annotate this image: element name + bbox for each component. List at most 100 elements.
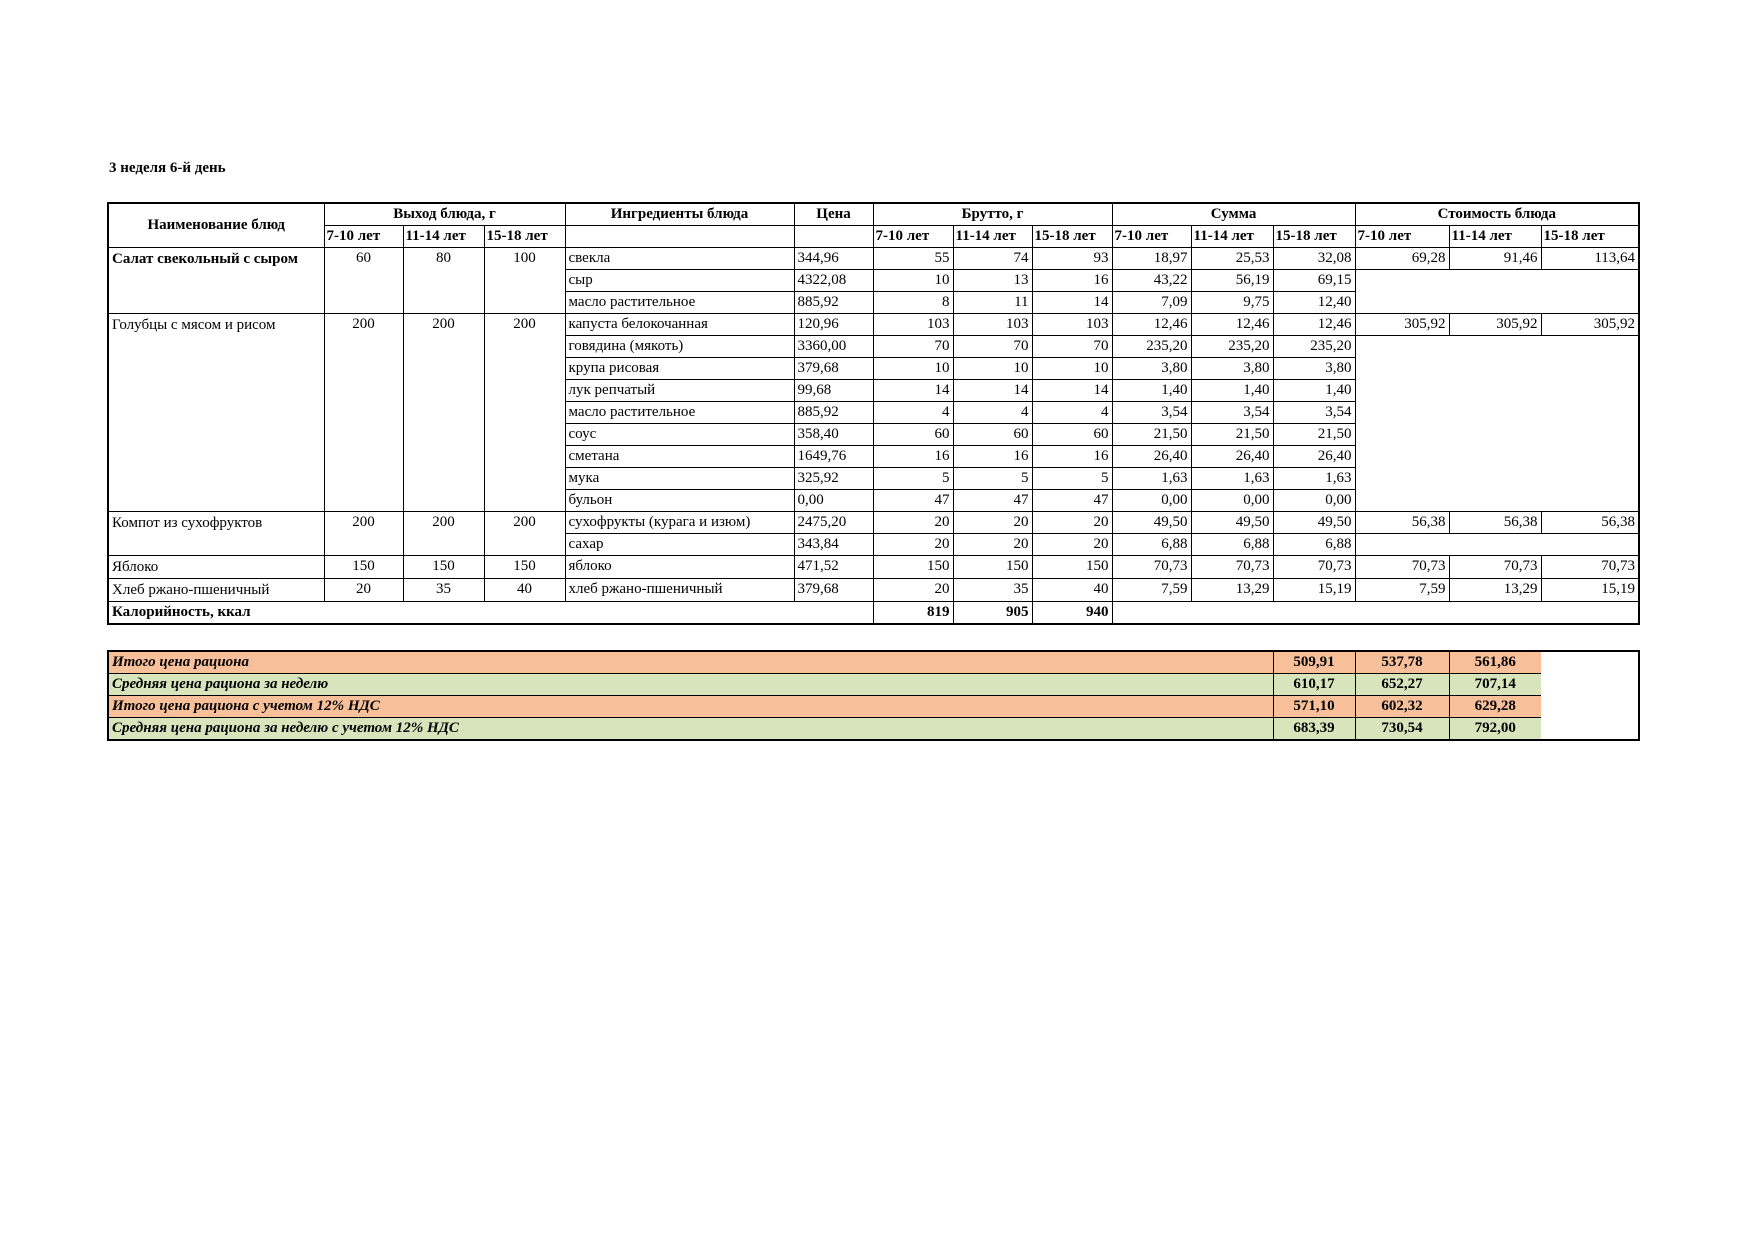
- ingredient-sum: 0,00: [1190, 489, 1274, 512]
- ingredient-price: 885,92: [793, 401, 874, 424]
- summary-row: Итого цена рациона с учетом 12% НДС 571,1…: [108, 695, 1639, 718]
- ingredient-name: крупа рисовая: [564, 357, 795, 380]
- ingredient-sum: 6,88: [1272, 533, 1356, 556]
- ingredient-sum: 43,22: [1111, 269, 1192, 292]
- ingredient-name: бульон: [564, 489, 795, 512]
- dish-yield: 150: [402, 555, 485, 579]
- summary-value: 602,32: [1354, 695, 1449, 718]
- dish-cost: 69,28: [1354, 247, 1450, 270]
- table-row: сахар 343,84 20 20 20 6,88 6,88 6,88: [108, 533, 1640, 556]
- summary-value: 652,27: [1354, 673, 1449, 696]
- ingredient-brutto: 103: [952, 313, 1033, 336]
- ingredient-sum: 0,00: [1111, 489, 1192, 512]
- ingredient-sum: 6,88: [1190, 533, 1274, 556]
- dish-cost: 70,73: [1540, 555, 1640, 579]
- header-cost-age: 15-18 лет: [1540, 225, 1640, 248]
- summary-value: 537,78: [1354, 650, 1449, 674]
- calories-row: Калорийность, ккал 819 905 940: [107, 601, 1640, 625]
- dish-cost: 13,29: [1448, 578, 1542, 602]
- dish-cost: 305,92: [1540, 313, 1640, 336]
- ingredient-sum: 21,50: [1272, 423, 1356, 446]
- dish-yield: 40: [483, 578, 566, 602]
- page-title: 3 неделя 6-й день: [109, 160, 226, 176]
- ingredient-brutto: 93: [1031, 247, 1113, 270]
- ingredient-name: сметана: [564, 445, 795, 468]
- ingredient-brutto: 14: [1031, 379, 1113, 402]
- dish-yield: 200: [323, 511, 404, 556]
- table-row: Голубцы с мясом и рисом 200 200 200 капуста …: [107, 313, 1640, 512]
- ingredient-brutto: 16: [872, 445, 954, 468]
- ingredient-sum: 70,73: [1272, 555, 1356, 579]
- ingredient-brutto: 103: [1031, 313, 1113, 336]
- dish-cost: 305,92: [1448, 313, 1542, 336]
- ingredient-name: лук репчатый: [564, 379, 795, 402]
- ingredient-brutto: 20: [1031, 533, 1113, 556]
- header-ingredients: Ингредиенты блюда: [564, 202, 795, 226]
- ingredient-price: 358,40: [793, 423, 874, 446]
- summary-table: Итого цена рациона 509,91 537,78 561,86 Сред…: [107, 650, 1640, 741]
- header-cost: Стоимость блюда: [1354, 202, 1640, 226]
- header-sum: Сумма: [1111, 202, 1356, 226]
- header-ingredients-blank: [564, 225, 795, 248]
- ingredient-brutto: 14: [872, 379, 954, 402]
- header-sum-age: 11-14 лет: [1190, 225, 1274, 248]
- ingredient-price: 471,52: [793, 555, 874, 579]
- ingredient-brutto: 10: [952, 357, 1033, 380]
- table-row: соус 358,40 60 60 60 21,50 21,50 21,50: [108, 423, 1639, 446]
- summary-value: 629,28: [1448, 695, 1541, 718]
- header-brutto-age: 11-14 лет: [952, 225, 1033, 248]
- ingredient-sum: 12,46: [1111, 313, 1192, 336]
- table-row: говядина (мякоть) 3360,00 70 70 70 235,20 235,…: [108, 335, 1640, 512]
- dish-yield: 200: [483, 511, 566, 556]
- header-row: Наименование блюд Выход блюда, г Ингреди…: [107, 202, 1640, 248]
- ingredient-sum: 1,40: [1272, 379, 1356, 402]
- ingredient-sum: 235,20: [1190, 335, 1274, 358]
- header-brutto: Брутто, г: [872, 202, 1113, 226]
- summary-label: Итого цена рациона: [108, 650, 1274, 674]
- dish-name: Салат свекольный с сыром: [107, 247, 325, 314]
- ingredient-brutto: 55: [872, 247, 954, 270]
- ingredient-brutto: 47: [1031, 489, 1113, 512]
- ingredient-sum: 3,54: [1190, 401, 1274, 424]
- ingredient-brutto: 60: [952, 423, 1033, 446]
- ingredient-name: сахар: [564, 533, 795, 556]
- dish-name: Яблоко: [107, 555, 325, 579]
- dish-yield: 150: [323, 555, 404, 579]
- ingredient-sum: 12,46: [1272, 313, 1356, 336]
- dish-cost-blank: [1354, 335, 1640, 512]
- header-yield: Выход блюда, г: [323, 202, 566, 226]
- ingredient-brutto: 47: [952, 489, 1033, 512]
- header-brutto-age: 7-10 лет: [872, 225, 954, 248]
- ingredient-brutto: 150: [1031, 555, 1113, 579]
- ingredient-sum: 1,63: [1190, 467, 1274, 490]
- ingredient-name: яблоко: [564, 555, 795, 579]
- ingredient-sum: 7,59: [1111, 578, 1192, 602]
- ingredient-brutto: 10: [1031, 357, 1113, 380]
- ingredient-brutto: 70: [872, 335, 954, 358]
- table-row: сыр 4322,08 10 13 16 43,22 56,19 69,15: [108, 269, 1640, 314]
- summary-row: Средняя цена рациона за неделю с учетом …: [108, 717, 1639, 740]
- ingredient-brutto: 74: [952, 247, 1033, 270]
- ingredient-price: 344,96: [793, 247, 874, 270]
- ingredient-price: 3360,00: [793, 335, 874, 358]
- ingredient-brutto: 70: [952, 335, 1033, 358]
- ingredient-brutto: 8: [872, 291, 954, 314]
- summary-value: 561,86: [1448, 650, 1541, 674]
- ingredient-brutto: 47: [872, 489, 954, 512]
- ingredient-sum: 1,40: [1190, 379, 1274, 402]
- ingredient-sum: 3,54: [1111, 401, 1192, 424]
- ingredient-sum: 56,19: [1190, 269, 1274, 292]
- ingredient-name: сыр: [564, 269, 795, 292]
- dish-name: Голубцы с мясом и рисом: [107, 313, 325, 512]
- dish-yield: 200: [323, 313, 404, 512]
- dish-cost-blank: [1354, 269, 1640, 314]
- ingredient-brutto: 5: [952, 467, 1033, 490]
- ingredient-sum: 12,40: [1272, 291, 1356, 314]
- summary-value: 509,91: [1272, 650, 1355, 674]
- summary-label: Средняя цена рациона за неделю с учетом …: [108, 717, 1274, 740]
- table-row: Хлеб ржано-пшеничный 20 35 40 хлеб ржано-пше…: [107, 578, 1640, 602]
- ingredient-sum: 235,20: [1111, 335, 1192, 358]
- dish-yield: 200: [483, 313, 566, 512]
- table-row: масло растительное 885,92 4 4 4 3,54 3,54 3,54: [108, 401, 1639, 424]
- ingredient-sum: 0,00: [1272, 489, 1356, 512]
